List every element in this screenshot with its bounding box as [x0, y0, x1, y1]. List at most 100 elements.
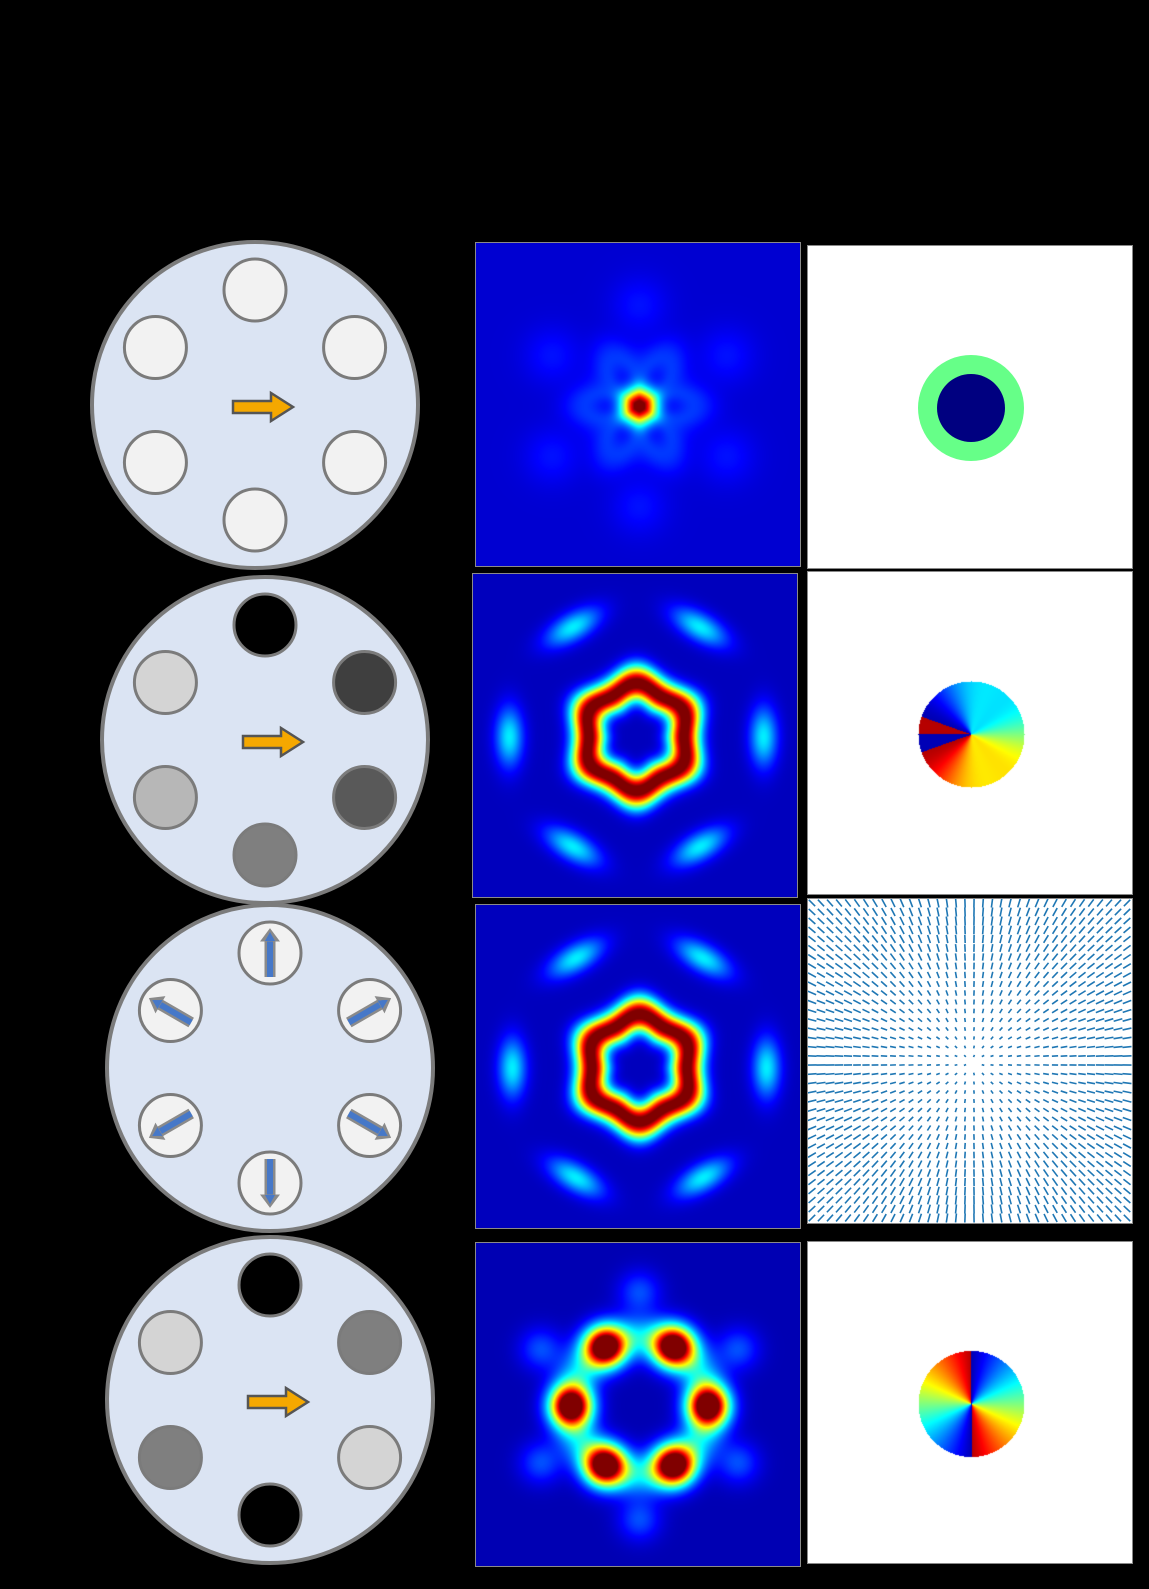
polarization-vector	[1069, 1195, 1077, 1205]
polarization-vector	[1016, 1177, 1022, 1187]
polarization-vector	[990, 1151, 994, 1159]
polarization-vector	[1096, 1187, 1104, 1195]
polarization-vector	[1025, 953, 1031, 961]
polarization-vector	[853, 944, 861, 952]
polarization-vector	[899, 1195, 905, 1205]
polarization-vector	[981, 1017, 985, 1023]
polarization-vector	[1007, 953, 1013, 961]
polarization-vector	[999, 916, 1003, 926]
polarization-vector	[1016, 1142, 1022, 1150]
polarization-vector	[880, 1142, 888, 1150]
polarization-vector	[835, 1178, 843, 1186]
polarization-vector	[852, 1008, 862, 1014]
polarization-vector	[935, 1008, 941, 1014]
polarization-vector	[954, 907, 958, 917]
polarization-vector	[1078, 944, 1086, 952]
polarization-vector	[880, 1081, 888, 1085]
polarization-vector	[1104, 1142, 1114, 1150]
polarization-vector	[853, 1169, 861, 1177]
polarization-vector	[1122, 1008, 1132, 1014]
polarization-vector	[1007, 1169, 1013, 1177]
polarization-vector	[1077, 1008, 1087, 1014]
polarization-vector	[834, 1090, 844, 1094]
polarization-vector	[862, 1027, 870, 1031]
polarization-vector	[981, 1177, 985, 1187]
polarization-vector	[834, 1027, 844, 1031]
polarization-vector	[1078, 1187, 1086, 1195]
polarization-vector	[899, 1186, 905, 1196]
polarization-vector	[1060, 1045, 1068, 1049]
polarization-vector	[880, 1098, 888, 1104]
polarization-vector	[1060, 1081, 1068, 1085]
polarization-vector	[908, 907, 914, 917]
polarization-vector	[1007, 999, 1013, 1005]
polarization-vector	[954, 1169, 958, 1177]
polarization-vector	[1113, 1090, 1123, 1094]
polarization-vector	[1034, 934, 1040, 944]
polarization-vector	[843, 1133, 853, 1141]
polarization-vector	[816, 1081, 826, 1085]
intensity-heatmap	[473, 574, 797, 897]
polarization-vector	[1096, 944, 1104, 952]
polarization-vector	[1025, 1116, 1031, 1122]
polarization-vector	[1123, 908, 1131, 916]
polarization-vector	[1060, 1125, 1068, 1131]
polarization-vector	[808, 935, 817, 943]
polarization-vector	[880, 1160, 888, 1168]
polarization-vector	[1060, 1072, 1068, 1076]
polarization-vector	[972, 1054, 976, 1058]
polarization-vector	[825, 1036, 835, 1040]
polarization-vector	[999, 1098, 1003, 1104]
polarization-vector	[1025, 1168, 1031, 1178]
polarization-vector	[1042, 962, 1050, 970]
polarization-vector	[981, 1090, 985, 1094]
polarization-vector	[871, 1186, 879, 1196]
polarization-vector	[1008, 1213, 1012, 1223]
polarization-vector	[1104, 1027, 1114, 1031]
polarization-vector	[1025, 899, 1031, 908]
polarization-vector	[853, 907, 861, 917]
polarization-vector	[1069, 962, 1077, 970]
polarization-vector	[981, 962, 985, 970]
fiber-core	[222, 257, 288, 323]
polarization-vector	[954, 1098, 958, 1104]
polarization-vector	[1104, 999, 1114, 1005]
polarization-vector	[917, 980, 923, 988]
polarization-vector	[990, 971, 994, 979]
polarization-vector	[1034, 1151, 1040, 1159]
polarization-vector	[889, 934, 897, 944]
polarization-vector	[853, 1187, 861, 1195]
polarization-vector	[1113, 1107, 1123, 1113]
polarization-vector	[871, 953, 879, 961]
polarization-vector	[1016, 1090, 1022, 1094]
polarization-vector	[999, 1054, 1003, 1058]
polarization-vector	[954, 999, 958, 1005]
polarization-vector	[1087, 1213, 1095, 1223]
polarization-vector	[1034, 1098, 1040, 1104]
polarization-vector	[999, 1116, 1003, 1122]
polarization-vector	[817, 1205, 825, 1213]
polarization-vector	[880, 1027, 888, 1031]
polarization-vector	[1113, 1072, 1123, 1076]
polarization-vector	[1025, 1133, 1031, 1141]
polarization-vector	[926, 1169, 932, 1177]
polarization-vector	[1078, 926, 1086, 934]
polarization-vector	[1113, 1134, 1123, 1140]
intensity-map-2	[472, 573, 798, 898]
polarization-vector	[1087, 899, 1095, 908]
polarization-vector	[945, 1195, 949, 1205]
polarization-vector	[1086, 1133, 1096, 1141]
polarization-vector	[1007, 1125, 1013, 1131]
polarization-vector	[1060, 1142, 1068, 1150]
polarization-vector	[926, 1026, 932, 1032]
polarization-vector	[862, 1008, 870, 1014]
polarization-vector	[1061, 1213, 1067, 1223]
polarization-vector	[1042, 1027, 1050, 1031]
polarization-vector	[862, 1098, 870, 1104]
polarization-vector	[1095, 1151, 1105, 1159]
polarization-vector	[1086, 1072, 1096, 1076]
polarization-vector	[862, 1125, 870, 1131]
polarization-vector	[899, 1160, 905, 1168]
polarization-vector	[890, 899, 896, 908]
polarization-vector	[1122, 1072, 1132, 1076]
